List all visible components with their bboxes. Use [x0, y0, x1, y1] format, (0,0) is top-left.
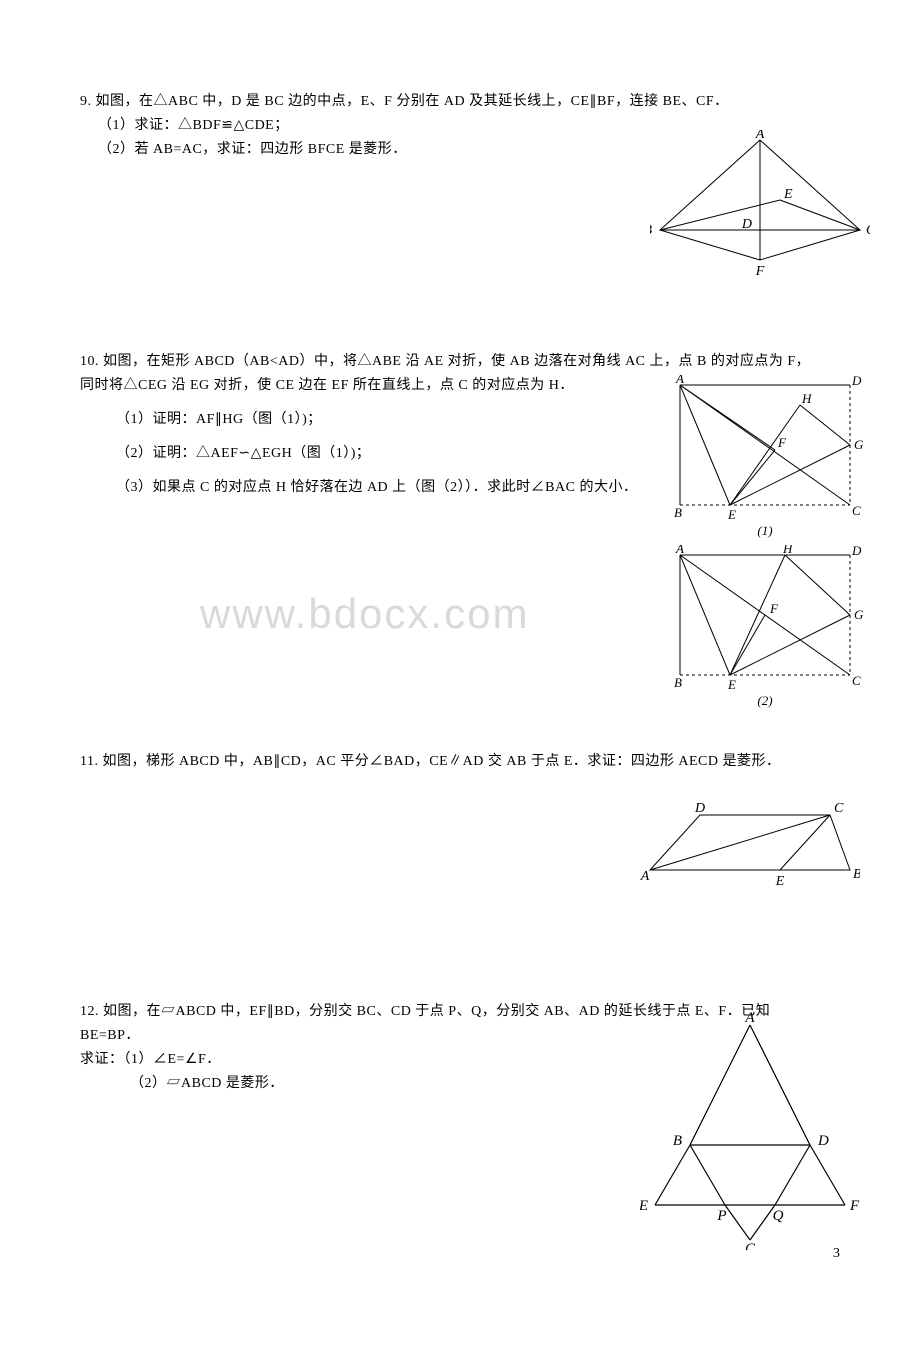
lbl-C2: C — [852, 673, 861, 688]
p10-title: 10. 如图，在矩形 ABCD（AB<AD）中，将△ABE 沿 AE 对折，使 … — [80, 350, 840, 374]
p11-title: 11. 如图，梯形 ABCD 中，AB∥CD，AC 平分∠BAD，CE∥AD 交… — [80, 750, 840, 774]
problem-12: 12. 如图，在▱ABCD 中，EF∥BD，分别交 BC、CD 于点 P、Q，分… — [80, 1000, 840, 1250]
lbl-B12: B — [673, 1133, 682, 1149]
problem-11: 11. 如图，梯形 ABCD 中，AB∥CD，AC 平分∠BAD，CE∥AD 交… — [80, 750, 840, 940]
lbl-F: F — [755, 264, 765, 279]
lbl-H1: H — [801, 391, 812, 406]
figure-9: A B C D E F — [650, 130, 870, 290]
lbl-E2: E — [727, 677, 736, 692]
lbl-P12: P — [716, 1208, 726, 1224]
figure-11: A B C D E — [640, 800, 860, 900]
lbl-E11: E — [775, 874, 785, 889]
lbl-A1: A — [675, 375, 684, 386]
lbl-C1: C — [852, 503, 861, 518]
lbl-F1: F — [777, 435, 787, 450]
lbl-G1: G — [854, 437, 864, 452]
lbl-C: C — [866, 223, 870, 238]
lbl-B11: B — [853, 867, 860, 882]
lbl-E1: E — [727, 507, 736, 522]
p9-title: 9. 如图，在△ABC 中，D 是 BC 边的中点，E、F 分别在 AD 及其延… — [80, 90, 840, 114]
lbl-B2: B — [674, 675, 682, 690]
lbl-B: B — [650, 223, 652, 238]
problem-10: 10. 如图，在矩形 ABCD（AB<AD）中，将△ABE 沿 AE 对折，使 … — [80, 350, 840, 690]
problem-9: 9. 如图，在△ABC 中，D 是 BC 边的中点，E、F 分别在 AD 及其延… — [80, 90, 840, 290]
lbl-D12: D — [817, 1133, 829, 1149]
lbl-D1: D — [851, 375, 862, 388]
lbl-Q12: Q — [773, 1208, 784, 1224]
figure-12: A B D E F P Q C — [640, 1010, 860, 1250]
page-content: 9. 如图，在△ABC 中，D 是 BC 边的中点，E、F 分别在 AD 及其延… — [0, 0, 920, 1350]
lbl-E: E — [783, 187, 793, 202]
lbl-C11: C — [834, 801, 844, 816]
lbl-F2: F — [769, 601, 779, 616]
lbl-A: A — [755, 130, 765, 142]
lbl-G2: G — [854, 607, 864, 622]
cap-2: (2) — [757, 693, 772, 708]
lbl-D11: D — [694, 801, 705, 816]
lbl-D2: D — [851, 545, 862, 558]
cap-1: (1) — [757, 523, 772, 538]
lbl-E12: E — [640, 1198, 648, 1214]
lbl-A11: A — [640, 869, 650, 884]
figure-10-2: A D B C E G H F (2) — [670, 545, 870, 710]
figure-10-1: A D B C E G H F (1) — [670, 375, 870, 540]
lbl-H2: H — [782, 545, 793, 556]
lbl-A2: A — [675, 545, 684, 556]
lbl-C12: C — [745, 1241, 756, 1250]
lbl-F12: F — [849, 1198, 860, 1214]
lbl-A12: A — [744, 1010, 755, 1026]
page-number: 3 — [833, 1246, 840, 1262]
lbl-D: D — [741, 217, 752, 232]
lbl-B1: B — [674, 505, 682, 520]
